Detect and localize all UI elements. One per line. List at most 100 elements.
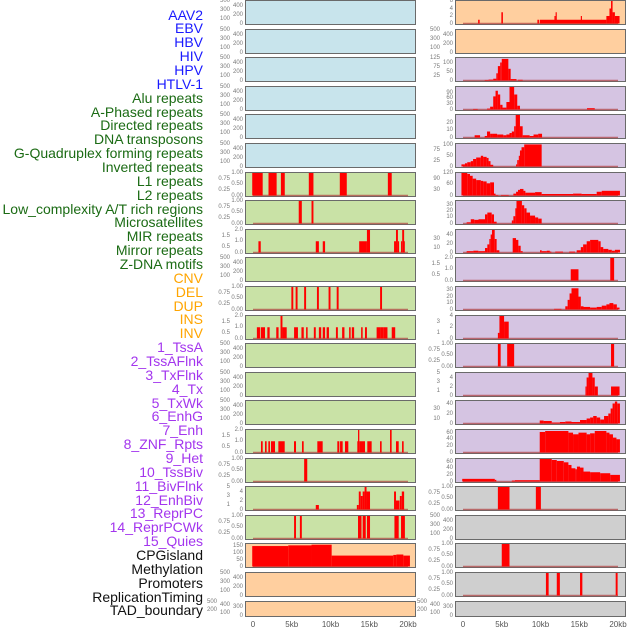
y-tick-label: 400: [232, 259, 243, 266]
bar: [521, 205, 525, 224]
bar: [359, 441, 365, 453]
y-tick-label: 300: [219, 579, 230, 585]
bar: [469, 175, 473, 196]
track-label: HBV: [174, 34, 203, 51]
bar: [252, 173, 263, 196]
y-tick-label: 10: [433, 245, 440, 251]
bar: [294, 516, 297, 539]
panel-right-2: [455, 57, 626, 82]
bar: [514, 94, 518, 110]
bar: [611, 250, 615, 253]
y-tick-label: 0.25: [218, 529, 230, 536]
y-tick-label: 0: [239, 77, 243, 84]
panel-left-4: [245, 114, 416, 139]
bar: [362, 491, 365, 510]
track-label: HTLV-1: [156, 75, 203, 92]
bar: [611, 386, 620, 396]
bar: [501, 58, 509, 81]
bar: [545, 430, 569, 453]
bar: [480, 155, 484, 167]
bar: [268, 441, 270, 453]
bar: [359, 241, 367, 253]
bar: [390, 430, 392, 453]
panel-right-0: [455, 0, 626, 25]
x-tick-label: 10kb: [321, 620, 340, 629]
track-label: 1_TssA: [157, 339, 203, 356]
bar: [491, 230, 495, 253]
y-tick-label: 1.00: [441, 570, 453, 576]
y-tick-label: 2: [239, 497, 243, 504]
track-label: 2_TssAFlnk: [130, 353, 203, 369]
bar: [395, 500, 400, 510]
bar: [540, 250, 542, 253]
bar: [402, 230, 405, 253]
track-label: HIV: [179, 48, 203, 65]
bar: [514, 126, 516, 138]
bar: [541, 194, 574, 196]
bar: [467, 173, 470, 196]
panel-left-11: [245, 315, 416, 340]
y-tick-label: 500: [219, 570, 230, 576]
bar: [583, 244, 587, 253]
y-tick-label: 5: [436, 370, 440, 376]
bar: [580, 16, 582, 24]
bar: [364, 327, 367, 339]
bar: [337, 441, 340, 453]
y-tick-label: 200: [232, 154, 243, 161]
bar: [503, 135, 507, 138]
bar: [366, 516, 371, 539]
y-tick-label: 300: [429, 36, 440, 42]
y-tick-label: 1.0: [234, 438, 243, 445]
bar: [461, 173, 468, 196]
x-tick-label: 20kb: [399, 620, 417, 629]
bar: [580, 306, 584, 310]
y-tick-label: 0.0: [234, 335, 243, 342]
bar: [521, 147, 525, 167]
bar: [610, 408, 613, 424]
bar: [601, 305, 607, 310]
y-tick-label: 300: [232, 604, 243, 611]
y-tick-label: 0.75: [218, 203, 230, 210]
bar: [535, 217, 539, 224]
bar: [580, 467, 584, 482]
bar: [524, 208, 527, 224]
track-label: DUP: [173, 297, 203, 314]
bar: [340, 441, 343, 453]
y-tick-label: 10: [446, 214, 453, 221]
y-tick-label: 30: [446, 202, 453, 209]
bar: [401, 241, 403, 253]
y-tick-label: 0: [239, 49, 243, 56]
bar: [606, 432, 610, 453]
bar: [478, 251, 486, 253]
bar: [506, 134, 510, 138]
y-tick-label: 0.00: [231, 192, 243, 199]
bar: [361, 327, 363, 339]
y-tick-label: 500: [219, 112, 230, 118]
y-tick-label: 60: [446, 181, 453, 188]
bar: [519, 150, 522, 167]
bar: [537, 19, 539, 24]
bar: [344, 441, 349, 453]
y-tick-label: 0.50: [441, 552, 453, 559]
y-tick-label: 0.50: [231, 524, 243, 531]
y-tick-label: 0.00: [231, 220, 243, 227]
panel-left-18: [245, 515, 416, 540]
y-tick-label: 0: [239, 392, 243, 399]
bar: [383, 327, 388, 339]
bar: [611, 344, 615, 367]
y-tick-label: 6: [449, 0, 453, 4]
track-label: A-Phased repeats: [90, 103, 203, 120]
y-tick-label: 1.00: [231, 513, 243, 519]
y-tick-label: 60: [446, 458, 453, 465]
bar: [614, 401, 618, 424]
bar: [490, 164, 494, 167]
bar: [252, 546, 289, 567]
bar: [555, 251, 563, 253]
bar: [546, 250, 550, 253]
bar: [306, 327, 308, 339]
bar: [509, 87, 515, 110]
bar: [331, 555, 394, 567]
bar: [575, 469, 577, 482]
y-tick-label: 300: [219, 407, 230, 413]
bar: [609, 434, 613, 453]
